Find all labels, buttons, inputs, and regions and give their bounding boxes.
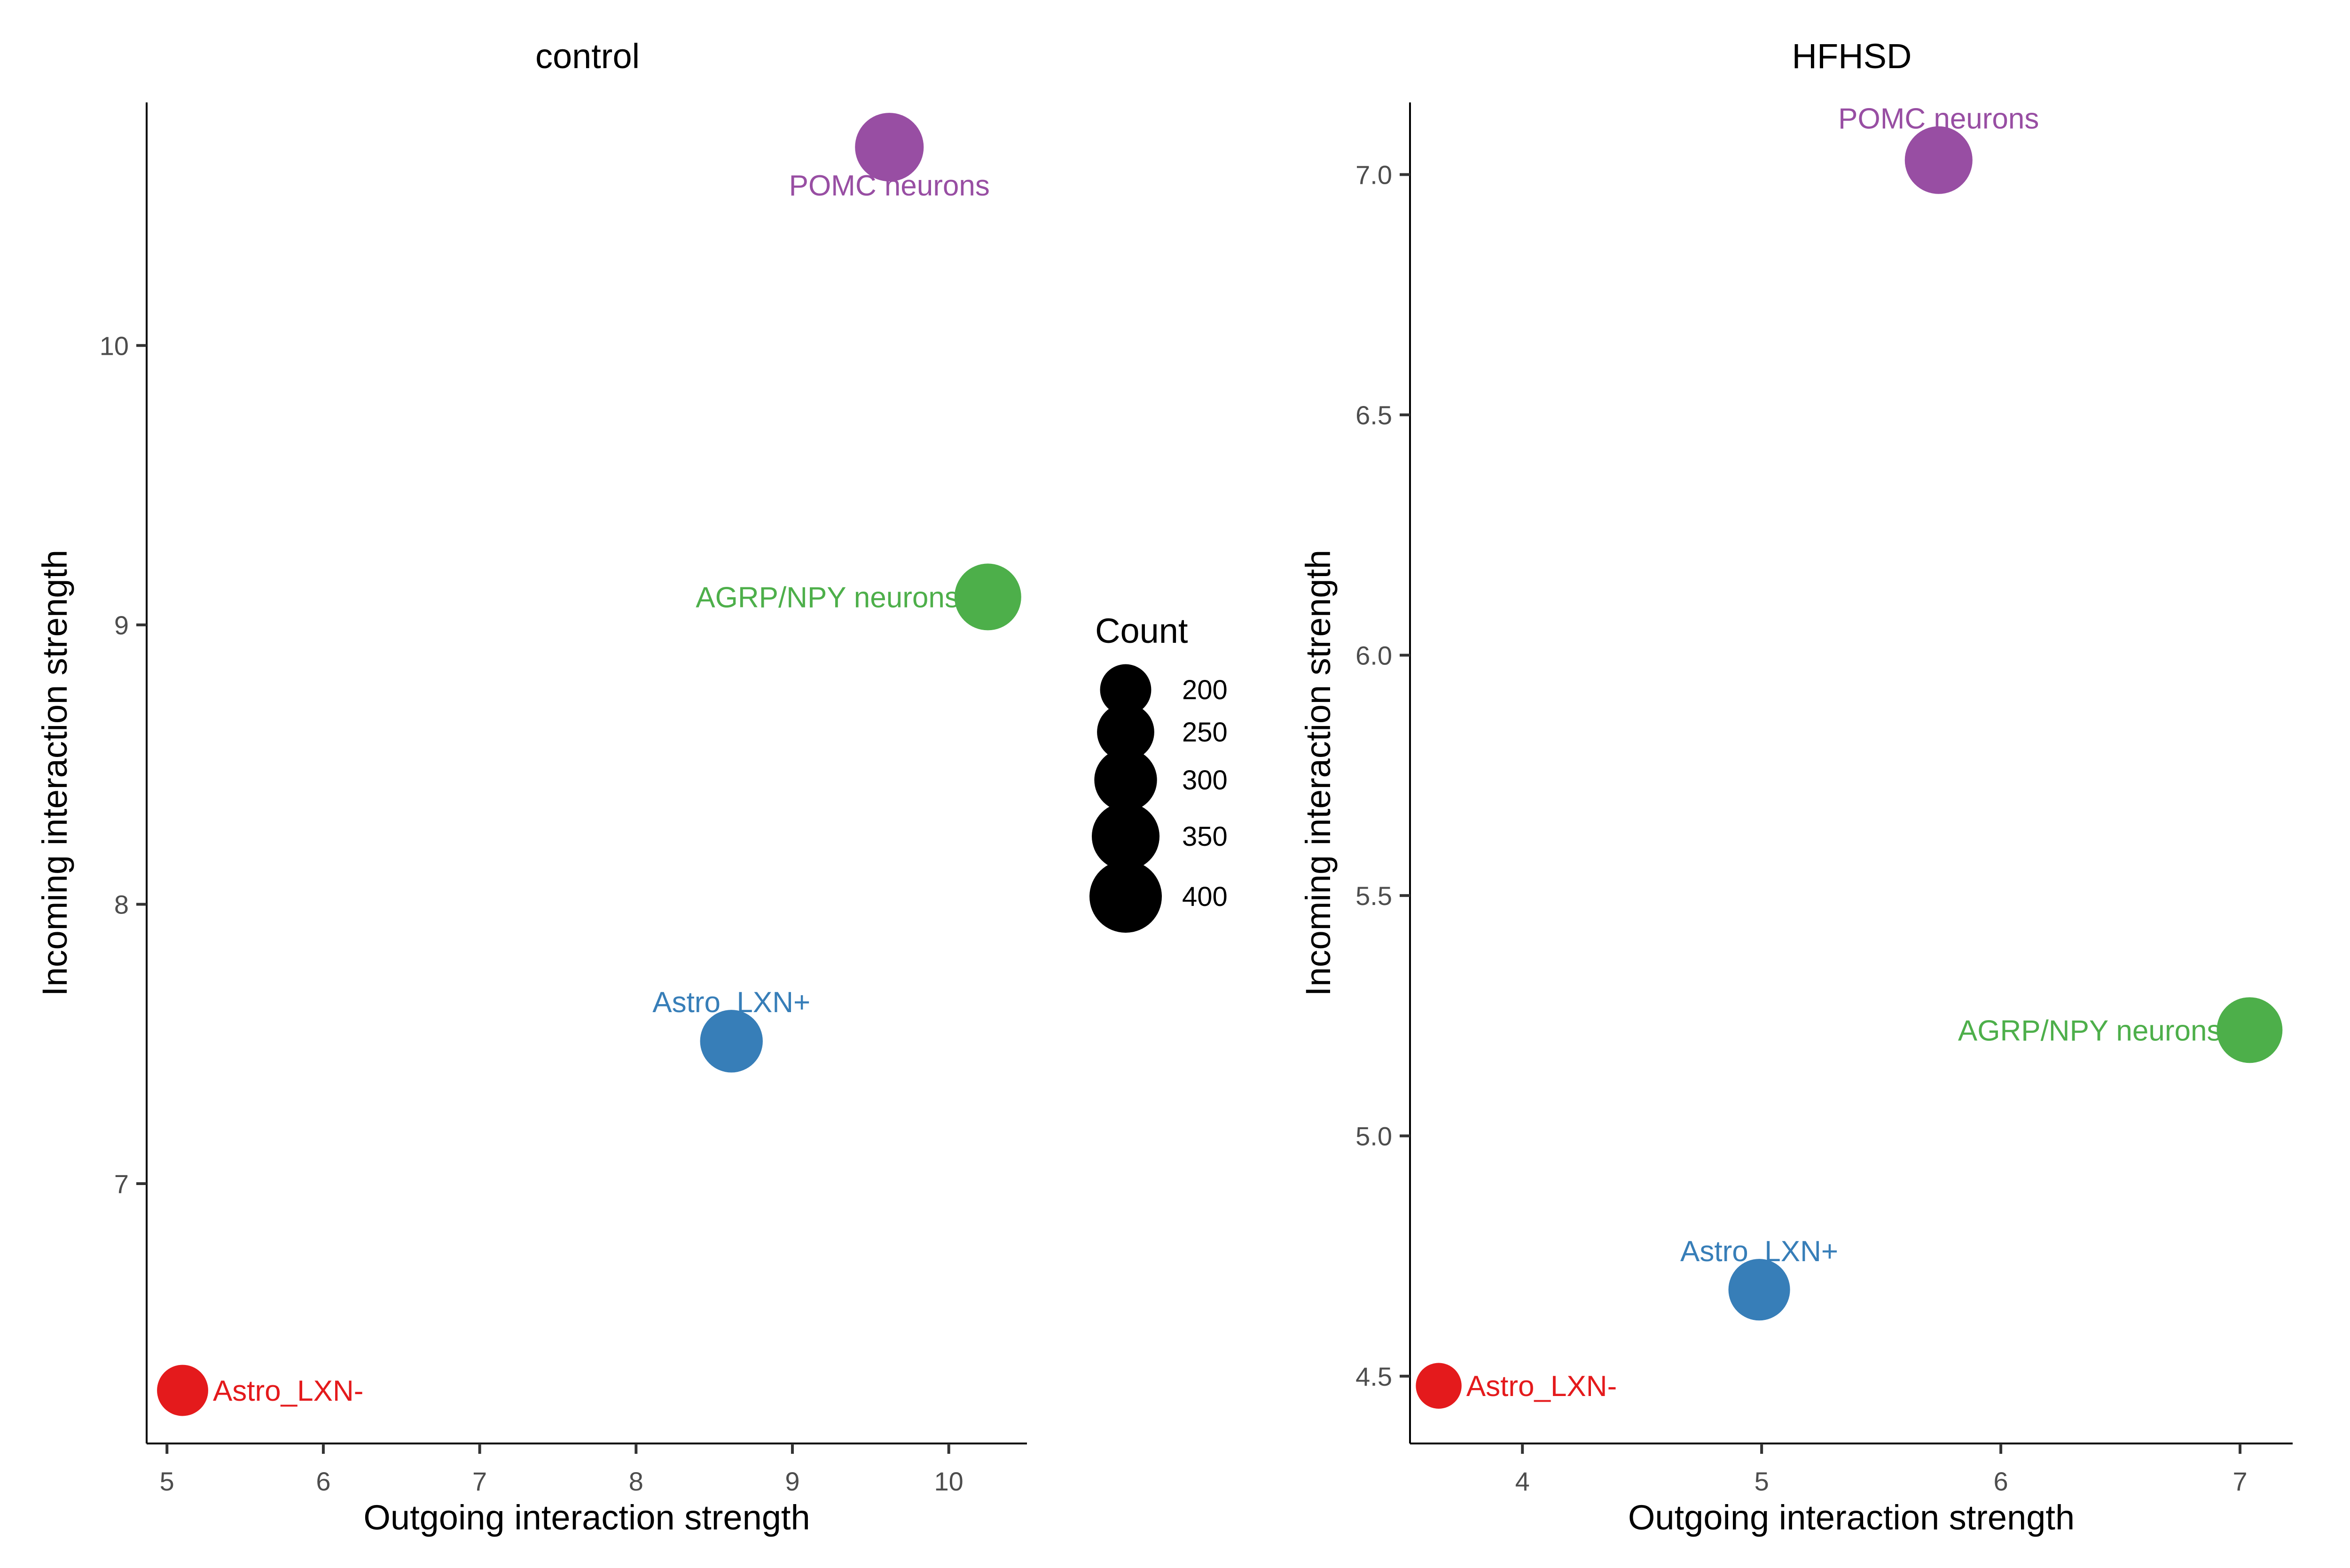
data-point <box>157 1365 208 1416</box>
point-label: Astro_LXN+ <box>1680 1235 1838 1268</box>
x-axis-title: Outgoing interaction strength <box>363 1498 810 1537</box>
x-axis-title: Outgoing interaction strength <box>1628 1498 2075 1537</box>
x-tick-label: 7 <box>472 1467 487 1496</box>
y-tick-label: 9 <box>114 610 129 640</box>
point-label: Astro_LXN- <box>1466 1370 1617 1403</box>
y-tick-label: 6.5 <box>1355 400 1392 430</box>
legend-key-circle <box>1100 664 1152 716</box>
data-point <box>855 113 924 182</box>
legend-label: 250 <box>1182 717 1228 748</box>
legend-key-circle <box>1091 802 1160 871</box>
data-point <box>700 1010 763 1073</box>
point-label: Astro_LXN- <box>213 1375 363 1407</box>
legend-key-circle <box>1089 860 1162 933</box>
legend-title: Count <box>1095 611 1188 650</box>
point-label: Astro_LXN+ <box>652 986 810 1019</box>
data-point <box>954 563 1021 631</box>
legend-label: 200 <box>1182 675 1228 705</box>
panel-title: HFHSD <box>1792 37 1912 76</box>
x-tick-label: 10 <box>934 1467 964 1496</box>
x-tick-label: 6 <box>1994 1467 2008 1496</box>
x-tick-label: 4 <box>1515 1467 1530 1496</box>
y-tick-label: 5.5 <box>1355 881 1392 911</box>
legend-key-circle <box>1097 703 1154 761</box>
legend-label: 350 <box>1182 821 1228 852</box>
y-tick-label: 5.0 <box>1355 1121 1392 1151</box>
y-tick-label: 7 <box>114 1169 129 1199</box>
data-point <box>1416 1363 1462 1409</box>
y-tick-label: 7.0 <box>1355 160 1392 189</box>
y-tick-label: 6.0 <box>1355 640 1392 670</box>
data-point <box>1904 126 1973 194</box>
legend-label: 300 <box>1182 765 1228 796</box>
x-tick-label: 7 <box>2232 1467 2247 1496</box>
y-axis-title: Incoming interaction strength <box>35 550 74 996</box>
legend-key-circle <box>1094 749 1157 811</box>
x-tick-label: 9 <box>785 1467 799 1496</box>
legend-label: 400 <box>1182 882 1228 912</box>
point-label: POMC neurons <box>789 170 990 202</box>
x-tick-label: 5 <box>160 1467 174 1496</box>
y-tick-label: 8 <box>114 889 129 919</box>
point-label: AGRP/NPY neurons <box>1958 1014 2222 1047</box>
y-axis-title: Incoming interaction strength <box>1299 550 1338 996</box>
x-tick-label: 6 <box>316 1467 330 1496</box>
data-point <box>1728 1259 1790 1321</box>
y-tick-label: 10 <box>100 331 129 360</box>
point-label: AGRP/NPY neurons <box>696 581 959 614</box>
x-tick-label: 8 <box>629 1467 643 1496</box>
y-tick-label: 4.5 <box>1355 1362 1392 1391</box>
point-label: POMC neurons <box>1838 103 2039 135</box>
data-point <box>2217 997 2283 1063</box>
x-tick-label: 5 <box>1755 1467 1769 1496</box>
panel-title: control <box>535 37 640 76</box>
